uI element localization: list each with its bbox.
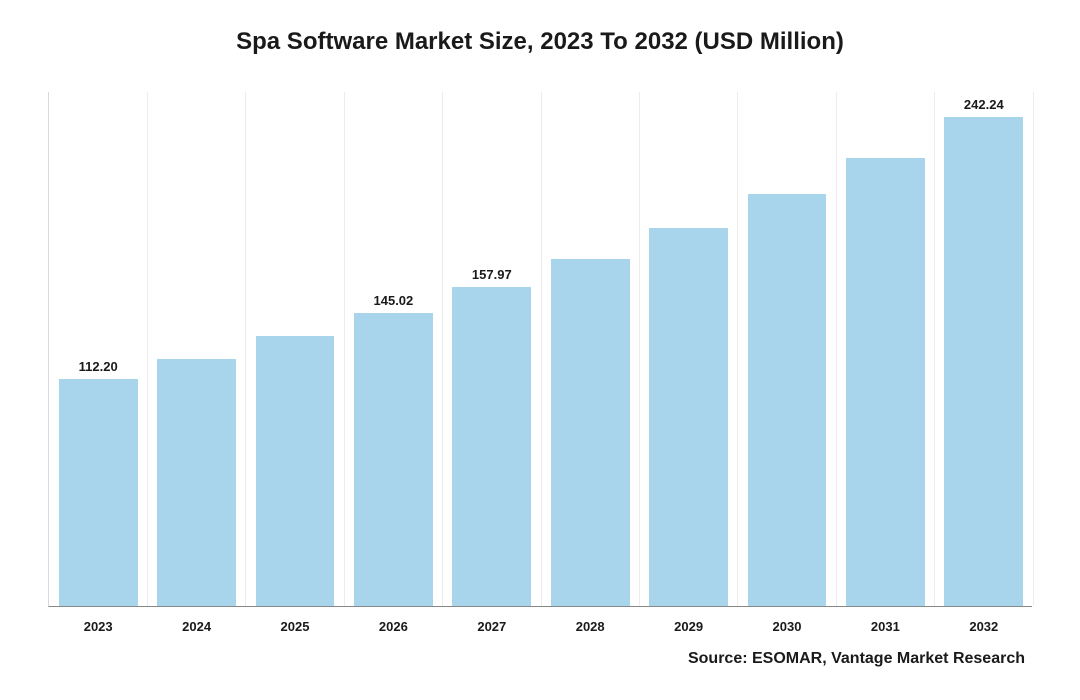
bar-value-label: 242.24 [964, 97, 1004, 112]
chart-gridline [1033, 92, 1034, 606]
chart-gridline [934, 92, 935, 606]
source-attribution: Source: ESOMAR, Vantage Market Research [688, 650, 1025, 668]
x-axis-tick-label: 2023 [84, 619, 113, 634]
chart-bar [59, 379, 138, 606]
chart-bar [354, 313, 433, 606]
chart-bar [452, 287, 531, 606]
x-axis-tick-label: 2027 [477, 619, 506, 634]
chart-gridline [541, 92, 542, 606]
chart-title: Spa Software Market Size, 2023 To 2032 (… [0, 0, 1080, 66]
x-axis-tick-label: 2031 [871, 619, 900, 634]
chart-bar [256, 336, 335, 606]
chart-gridline [836, 92, 837, 606]
x-axis-tick-label: 2029 [674, 619, 703, 634]
x-axis-tick-label: 2030 [773, 619, 802, 634]
bar-value-label: 145.02 [374, 293, 414, 308]
chart-bar [748, 194, 827, 606]
chart-gridline [737, 92, 738, 606]
chart-gridline [245, 92, 246, 606]
bar-value-label: 112.20 [79, 359, 118, 374]
chart-gridline [639, 92, 640, 606]
x-axis-tick-label: 2025 [281, 619, 310, 634]
x-axis-tick-label: 2026 [379, 619, 408, 634]
chart-bar [157, 359, 236, 606]
chart-plot-area: 112.20202320242025145.022026157.97202720… [48, 92, 1032, 607]
x-axis-tick-label: 2028 [576, 619, 605, 634]
chart-gridline [442, 92, 443, 606]
chart-gridline [344, 92, 345, 606]
x-axis-tick-label: 2032 [969, 619, 998, 634]
chart-gridline [147, 92, 148, 606]
chart-bar [944, 117, 1023, 606]
x-axis-tick-label: 2024 [182, 619, 211, 634]
chart-bar [551, 259, 630, 606]
chart-bar [649, 228, 728, 606]
chart-bar [846, 158, 925, 606]
bar-value-label: 157.97 [472, 267, 512, 282]
